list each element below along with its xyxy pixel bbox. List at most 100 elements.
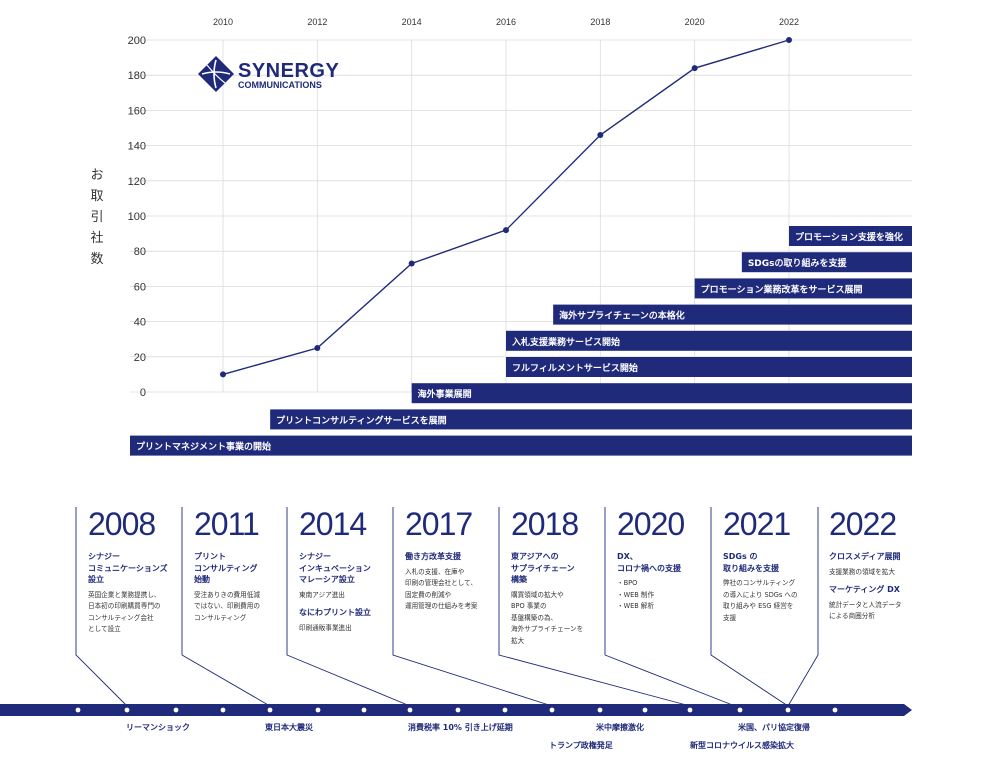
milestone-bar xyxy=(506,357,912,377)
history-leader-line xyxy=(604,507,736,707)
x-tick-label: 2016 xyxy=(496,17,516,27)
history-description: 購買領域の拡大や BPO 事業の 基盤構築の為、 海外サプライチェーンを 拡大 xyxy=(511,590,584,645)
logo-wordmark: SYNERGY xyxy=(238,60,340,82)
data-point xyxy=(314,345,321,351)
milestone-bar xyxy=(130,435,912,456)
x-tick-label: 2022 xyxy=(779,17,799,27)
timeline-dot xyxy=(173,707,179,713)
history-year: 2017 xyxy=(405,506,473,542)
history-description: 東南アジア進出 xyxy=(299,590,345,599)
milestone-label: プリントマネジメント事業の開始 xyxy=(136,441,271,453)
history-column-2008: 2008 シナジー コミュニケーションズ 設立 英国企業と業務提携し、 日本初の… xyxy=(88,507,188,636)
timeline-dot xyxy=(361,707,367,713)
milestone-bar xyxy=(411,383,912,404)
y-axis-label: お取引社数 xyxy=(90,168,104,267)
y-tick-label: 160 xyxy=(128,105,146,117)
x-tick-label: 2020 xyxy=(685,17,705,27)
x-tick-label: 2012 xyxy=(307,17,327,27)
milestone-bar xyxy=(789,226,912,246)
history-headline: 東アジアへの サプライチェーン 構築 xyxy=(511,552,575,584)
history-leader-line xyxy=(75,507,128,707)
y-tick-label: 180 xyxy=(128,70,146,82)
y-tick-label: 80 xyxy=(134,246,146,258)
history-headline: 働き方改革支援 xyxy=(405,552,461,561)
history-description: ・BPO ・WEB 制作 ・WEB 解析 xyxy=(617,579,655,610)
history-column-2017: 2017 働き方改革支援 入札の支援、在庫や 印刷の管理会社として、 固定費の削… xyxy=(405,507,505,613)
timeline-dot xyxy=(124,707,130,713)
timeline-dot xyxy=(832,707,838,713)
event-label: 米中摩擦激化 xyxy=(596,723,644,732)
history-headline: シナジー コミュニケーションズ 設立 xyxy=(88,552,168,584)
x-tick-label: 2014 xyxy=(402,17,422,27)
data-point xyxy=(220,371,226,378)
timeline-dot xyxy=(785,707,791,713)
history-leader-line xyxy=(710,507,789,707)
history-column-2014: 2014 シナジー インキュベーション マレーシア設立 東南アジア進出 なにわプ… xyxy=(299,507,399,634)
data-point xyxy=(597,132,604,139)
logo-subtitle: COMMUNICATIONS xyxy=(238,80,322,90)
timeline-dot xyxy=(642,707,648,713)
event-label: 消費税率 10% 引き上げ延期 xyxy=(408,723,513,732)
history-description-secondary: 印刷通販事業進出 xyxy=(299,623,352,632)
milestone-bar xyxy=(553,304,912,325)
history-column-2018: 2018 東アジアへの サプライチェーン 構築 購買領域の拡大や BPO 事業の… xyxy=(511,507,611,647)
history-headline-secondary: なにわプリント設立 xyxy=(299,608,371,617)
history-leader-line xyxy=(787,507,819,707)
history-year: 2020 xyxy=(617,506,685,542)
x-tick-label: 2018 xyxy=(590,17,610,27)
history-headline: プリント コンサルティング 始動 xyxy=(194,552,258,584)
synergy-logo: SYNERGY COMMUNICATIONS xyxy=(198,56,339,96)
milestone-label: プロモーション支援を強化 xyxy=(795,231,903,243)
event-label: 東日本大震災 xyxy=(265,723,313,732)
history-description: 弊社のコンサルティング の導入により SDGs への 取り組みや ESG 経営を… xyxy=(723,579,798,622)
data-point xyxy=(691,65,698,72)
y-tick-label: 120 xyxy=(128,176,146,188)
history-description: 支援業務の領域を拡大 xyxy=(829,567,895,576)
data-point xyxy=(786,37,793,43)
timeline-dot xyxy=(455,707,461,713)
milestone-bar xyxy=(694,278,912,299)
milestone-label: フルフィルメントサービス開始 xyxy=(512,362,638,374)
milestone-label: 海外サプライチェーンの本格化 xyxy=(559,310,685,322)
history-description: 入札の支援、在庫や 印刷の管理会社として、 固定費の削減や 運用管理の仕組みを考… xyxy=(405,567,478,611)
timeline-dot xyxy=(75,707,81,713)
data-point xyxy=(503,227,510,234)
timeline-dot xyxy=(737,707,743,713)
history-leader-line xyxy=(286,507,411,707)
history-headline: クロスメディア展開 xyxy=(829,552,901,561)
history-year: 2008 xyxy=(88,506,156,542)
history-year: 2018 xyxy=(511,506,579,542)
history-column-2022: 2022 クロスメディア展開 支援業務の領域を拡大 マーケティング DX 統計デ… xyxy=(829,507,929,623)
x-tick-label: 2010 xyxy=(213,17,233,27)
milestone-bar xyxy=(741,252,912,273)
milestone-label: プリントコンサルティングサービスを展開 xyxy=(276,414,446,426)
timeline-dot xyxy=(407,707,413,713)
milestone-label: 入札支援業務サービス開始 xyxy=(511,336,620,348)
history-headline: シナジー インキュベーション マレーシア設立 xyxy=(299,552,371,584)
history-leader-line xyxy=(181,507,271,707)
timeline-dot xyxy=(687,707,693,713)
timeline-dot xyxy=(315,707,321,713)
history-leader-line xyxy=(498,507,691,707)
history-leader-line xyxy=(392,507,553,707)
timeline-dot xyxy=(549,707,555,713)
event-label: リーマンショック xyxy=(126,723,190,732)
history-column-2011: 2011 プリント コンサルティング 始動 受注ありきの費用低減 ではない、印刷… xyxy=(194,507,294,624)
milestone-label: プロモーション業務改革をサービス展開 xyxy=(701,283,863,295)
synergy-diamond-icon xyxy=(198,56,234,92)
y-tick-label: 200 xyxy=(128,35,146,47)
timeline-dot xyxy=(220,707,226,713)
y-tick-label: 0 xyxy=(140,387,146,399)
history-column-2020: 2020 DX、 コロナ禍への支援 ・BPO ・WEB 制作 ・WEB 解析 xyxy=(617,507,717,613)
history-column-2021: 2021 SDGs の 取り組みを支援 弊社のコンサルティング の導入により S… xyxy=(723,507,823,624)
history-headline: DX、 コロナ禍への支援 xyxy=(617,552,681,573)
event-label: 新型コロナウイルス感染拡大 xyxy=(690,741,794,750)
timeline-dot xyxy=(267,707,273,713)
event-label: トランプ政権発足 xyxy=(549,741,613,750)
data-point xyxy=(408,260,415,267)
timeline-dot xyxy=(597,707,603,713)
y-tick-label: 140 xyxy=(128,141,146,153)
history-headline: SDGs の 取り組みを支援 xyxy=(723,552,779,573)
y-tick-label: 60 xyxy=(134,281,146,293)
y-tick-label: 20 xyxy=(134,352,146,364)
